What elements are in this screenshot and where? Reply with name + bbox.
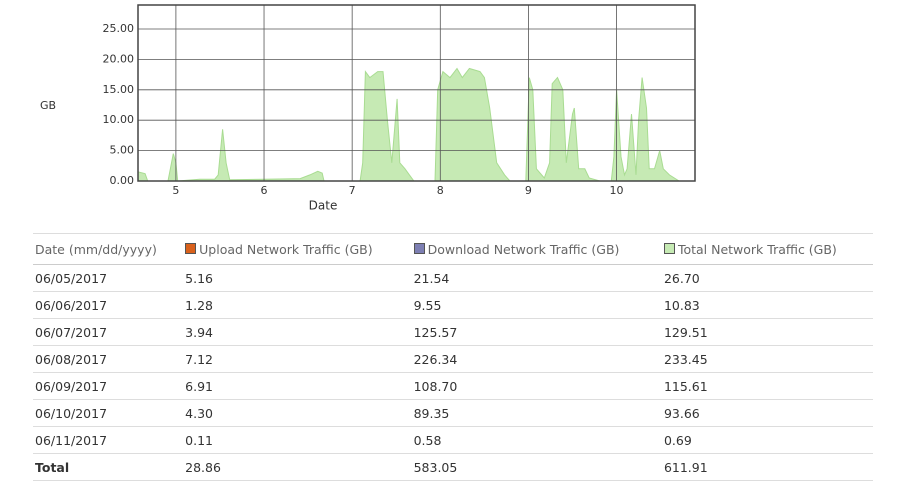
- x-tick-label: 7: [349, 184, 356, 197]
- x-tick-label: 5: [172, 184, 179, 197]
- table-cell: 10.83: [661, 291, 873, 319]
- y-axis-label: GB: [40, 99, 56, 112]
- table-cell: 0.11: [183, 426, 412, 454]
- table-row: 06/09/2017 6.91 108.70 115.61: [33, 372, 873, 400]
- table-cell: 06/10/2017: [33, 399, 184, 427]
- plot-frame: [137, 4, 696, 182]
- table-cell: 9.55: [411, 291, 662, 319]
- table-cell: 06/06/2017: [33, 291, 184, 319]
- table-cell: 28.86: [183, 453, 412, 481]
- x-tick-label: 6: [261, 184, 268, 197]
- table-cell: 06/09/2017: [33, 372, 184, 400]
- y-tick-label: 25.00: [103, 22, 135, 35]
- header-text: Upload Network Traffic (GB): [199, 241, 373, 257]
- table-cell: 93.66: [661, 399, 873, 427]
- table-cell: 6.91: [183, 372, 412, 400]
- table-cell: 611.91: [661, 453, 873, 481]
- table-row: 06/08/2017 7.12 226.34 233.45: [33, 345, 873, 373]
- table-cell: 108.70: [411, 372, 662, 400]
- table-cell: 06/07/2017: [33, 318, 184, 346]
- column-header: Upload Network Traffic (GB): [183, 233, 412, 265]
- table-cell: 233.45: [661, 345, 873, 373]
- header-text: Date (mm/dd/yyyy): [35, 241, 157, 257]
- table-cell: 06/05/2017: [33, 264, 184, 292]
- y-tick-label: 10.00: [103, 113, 135, 126]
- x-tick-label: 8: [437, 184, 444, 197]
- table-row: 06/05/2017 5.16 21.54 26.70: [33, 264, 873, 292]
- table-cell: 4.30: [183, 399, 412, 427]
- table-cell: 583.05: [411, 453, 662, 481]
- table-row: 06/06/2017 1.28 9.55 10.83: [33, 291, 873, 319]
- table-cell: 1.28: [183, 291, 412, 319]
- x-axis-label: Date: [309, 199, 338, 213]
- table-cell: 0.69: [661, 426, 873, 454]
- legend-swatch: [413, 242, 425, 254]
- table-cell: 226.34: [411, 345, 662, 373]
- chart: GB Date 0.00 5.00 10.00 15.00 20.00 25.00 5 6 7 8…: [40, 4, 696, 213]
- table-cell: 21.54: [411, 264, 662, 292]
- y-tick-label: 5.00: [110, 144, 135, 157]
- table-cell: 26.70: [661, 264, 873, 292]
- header-row: Date (mm/dd/yyyy) Upload Network Traffic …: [33, 233, 873, 265]
- x-tick-label: 9: [525, 184, 532, 197]
- table-cell: 5.16: [183, 264, 412, 292]
- table-cell: 3.94: [183, 318, 412, 346]
- table-cell: 7.12: [183, 345, 412, 373]
- table-row: Total 28.86 583.05 611.91: [33, 453, 873, 481]
- table-row: 06/11/2017 0.11 0.58 0.69: [33, 426, 873, 454]
- y-tick-label: 20.00: [103, 52, 135, 65]
- y-tick-label: 0.00: [110, 174, 135, 187]
- y-tick-label: 15.00: [103, 83, 135, 96]
- area-fill: [138, 68, 695, 181]
- x-tick-label: 10: [610, 184, 624, 197]
- area-line: [137, 67, 695, 182]
- header-text: Download Network Traffic (GB): [427, 241, 620, 257]
- header-text: Total Network Traffic (GB): [677, 241, 837, 257]
- table-cell: Total: [33, 453, 184, 481]
- column-header: Date (mm/dd/yyyy): [33, 233, 184, 265]
- table-cell: 89.35: [411, 399, 662, 427]
- legend-swatch: [663, 242, 675, 254]
- column-header: Download Network Traffic (GB): [411, 233, 662, 265]
- table-cell: 06/11/2017: [33, 426, 184, 454]
- table-cell: 129.51: [661, 318, 873, 346]
- table-row: 06/10/2017 4.30 89.35 93.66: [33, 399, 873, 427]
- table-cell: 115.61: [661, 372, 873, 400]
- table-row: 06/07/2017 3.94 125.57 129.51: [33, 318, 873, 346]
- table-cell: 0.58: [411, 426, 662, 454]
- legend-swatch: [185, 242, 197, 254]
- column-header: Total Network Traffic (GB): [661, 233, 873, 265]
- table-cell: 06/08/2017: [33, 345, 184, 373]
- traffic-table: Date (mm/dd/yyyy) Upload Network Traffic …: [33, 233, 873, 481]
- table-cell: 125.57: [411, 318, 662, 346]
